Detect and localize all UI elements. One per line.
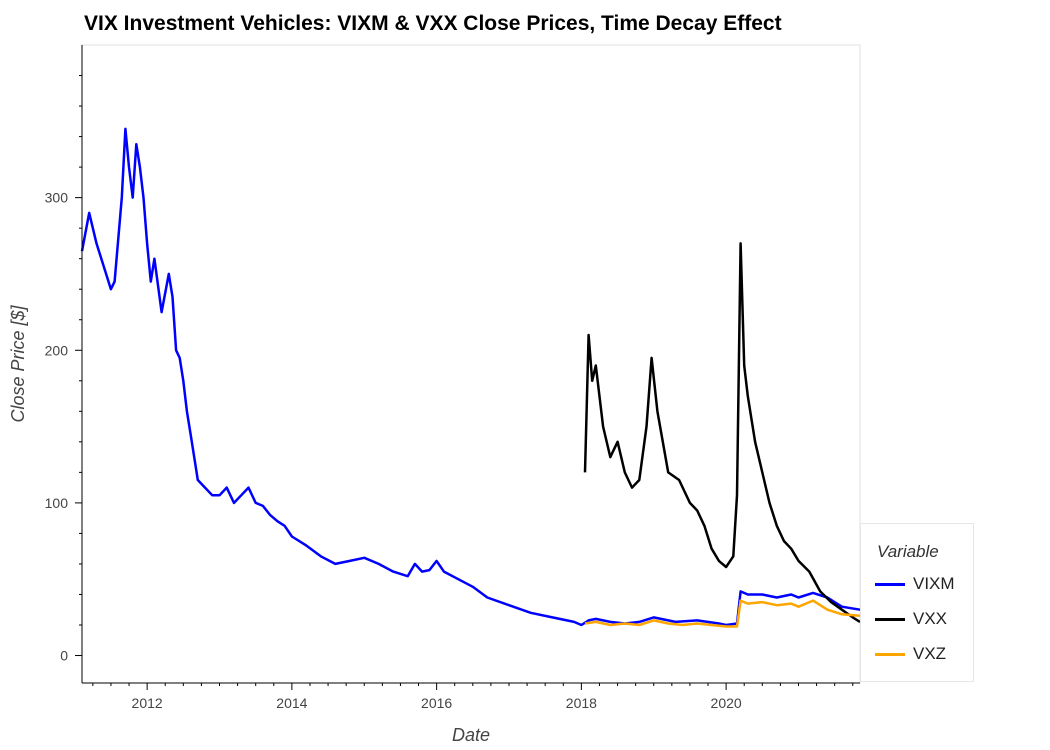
series-layer bbox=[80, 127, 861, 628]
x-axis-title: Date bbox=[452, 725, 490, 745]
series-line-vxx bbox=[583, 242, 861, 623]
y-tick-label: 0 bbox=[60, 648, 68, 664]
x-tick-label: 2020 bbox=[711, 695, 742, 711]
legend-title: Variable bbox=[877, 542, 939, 561]
x-tick-label: 2016 bbox=[421, 695, 452, 711]
legend-label-vxz: VXZ bbox=[913, 644, 947, 663]
legend-item-vxx[interactable]: VXX bbox=[875, 607, 947, 631]
y-axis-title: Close Price [$] bbox=[8, 304, 28, 422]
legend-label-vixm: VIXM bbox=[913, 574, 955, 593]
legend-label-vxx: VXX bbox=[913, 609, 948, 628]
y-tick-label: 100 bbox=[45, 495, 69, 511]
x-tick-label: 2018 bbox=[566, 695, 597, 711]
y-tick-label: 300 bbox=[45, 190, 69, 206]
y-tick-label: 200 bbox=[45, 342, 69, 358]
legend-swatch-vxz bbox=[875, 652, 905, 656]
legend: Variable VIXM VXX VXZ bbox=[860, 523, 974, 682]
legend-swatch-vxx bbox=[875, 617, 905, 621]
y-axis: 0 100 200 300 bbox=[45, 45, 83, 683]
x-axis: 2012 2014 2016 2018 2020 bbox=[82, 682, 860, 711]
chart-title: VIX Investment Vehicles: VIXM & VXX Clos… bbox=[84, 12, 782, 35]
x-tick-label: 2014 bbox=[276, 695, 307, 711]
series-line-vxz bbox=[584, 599, 861, 628]
series-line-vixm bbox=[80, 127, 861, 627]
x-tick-label: 2012 bbox=[132, 695, 163, 711]
legend-swatch-vixm bbox=[875, 582, 905, 586]
legend-item-vxz[interactable]: VXZ bbox=[875, 642, 946, 666]
legend-item-vixm[interactable]: VIXM bbox=[875, 572, 955, 596]
